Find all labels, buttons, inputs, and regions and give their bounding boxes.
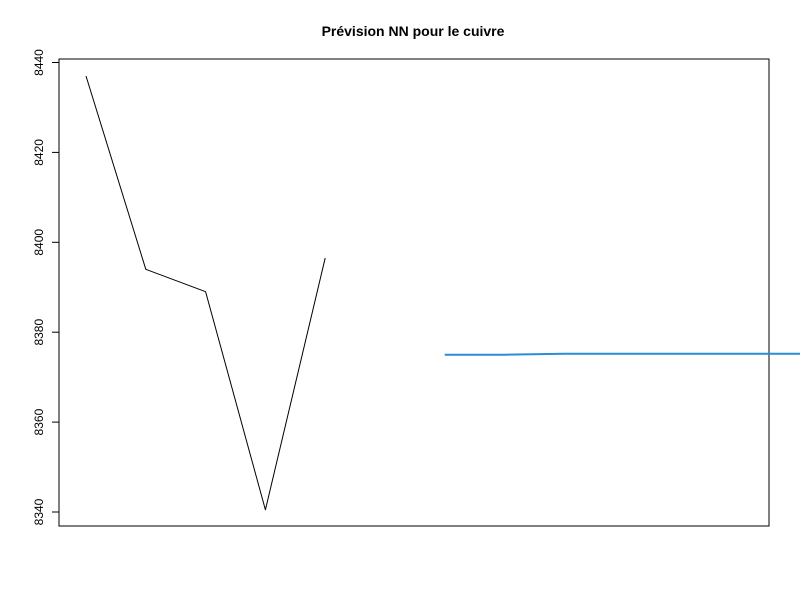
y-tick-label: 8440 — [32, 49, 46, 76]
y-tick-label: 8400 — [32, 229, 46, 256]
chart-title: Prévision NN pour le cuivre — [322, 23, 505, 39]
forecast-series-line — [444, 352, 800, 356]
y-tick-label: 8360 — [32, 408, 46, 435]
plot-frame — [58, 58, 770, 527]
history-series-line — [85, 75, 326, 511]
y-tick-label: 8420 — [32, 139, 46, 166]
series-layer — [85, 75, 800, 511]
y-axis: 8340 8360 8380 8400 8420 8440 — [32, 49, 60, 525]
y-tick-label: 8340 — [32, 498, 46, 525]
y-tick-label: 8380 — [32, 319, 46, 346]
